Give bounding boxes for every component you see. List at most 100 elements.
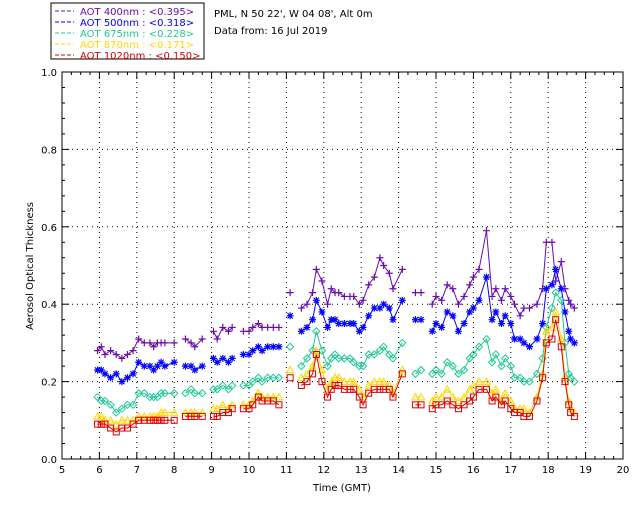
data-point bbox=[510, 373, 519, 382]
data-point bbox=[118, 354, 126, 362]
x-tick-label: 20 bbox=[617, 465, 630, 476]
data-point bbox=[385, 304, 393, 312]
data-point bbox=[224, 358, 232, 366]
data-point bbox=[459, 365, 469, 375]
data-point bbox=[500, 388, 510, 397]
data-point bbox=[297, 381, 305, 389]
data-point bbox=[334, 354, 343, 363]
data-point bbox=[146, 339, 154, 347]
data-point bbox=[117, 415, 127, 424]
data-point bbox=[106, 415, 115, 424]
data-point bbox=[198, 362, 206, 370]
data-point bbox=[239, 351, 247, 359]
data-point bbox=[346, 320, 354, 328]
data-point bbox=[213, 412, 221, 420]
data-point bbox=[516, 335, 524, 343]
data-point bbox=[548, 335, 556, 343]
data-point bbox=[519, 377, 529, 386]
data-point bbox=[153, 411, 162, 420]
series-group bbox=[93, 227, 579, 436]
data-point bbox=[557, 296, 566, 305]
data-point bbox=[340, 377, 349, 385]
data-point bbox=[501, 312, 509, 320]
data-point bbox=[286, 289, 294, 297]
data-point bbox=[355, 393, 363, 401]
data-point bbox=[465, 384, 475, 393]
data-point bbox=[497, 361, 506, 371]
data-point bbox=[459, 392, 469, 401]
data-point bbox=[474, 377, 484, 385]
data-point bbox=[349, 377, 359, 385]
data-point bbox=[123, 351, 131, 359]
data-point bbox=[443, 308, 451, 316]
data-point bbox=[389, 393, 397, 401]
data-point bbox=[123, 400, 132, 410]
data-point bbox=[449, 401, 457, 409]
data-point bbox=[526, 343, 533, 351]
data-point bbox=[448, 392, 458, 401]
data-point bbox=[258, 347, 266, 355]
legend-entry: AOT 675nm : <0.228> bbox=[80, 29, 194, 40]
data-point bbox=[254, 320, 262, 328]
data-point bbox=[428, 405, 436, 413]
data-point bbox=[557, 285, 565, 293]
data-point bbox=[161, 362, 169, 370]
data-point bbox=[438, 323, 446, 331]
data-point bbox=[302, 369, 312, 378]
data-point bbox=[437, 392, 446, 401]
data-point bbox=[107, 374, 115, 382]
data-point bbox=[228, 354, 236, 362]
y-tick-label: 0.6 bbox=[41, 223, 57, 234]
data-point bbox=[181, 389, 190, 398]
data-point bbox=[379, 342, 388, 351]
data-point bbox=[318, 308, 326, 316]
data-point bbox=[388, 354, 398, 363]
data-point bbox=[411, 316, 419, 324]
y-tick-label: 0.8 bbox=[41, 145, 57, 156]
data-point bbox=[355, 361, 364, 371]
data-point bbox=[475, 385, 483, 393]
legend-entry: AOT 400nm : <0.395> bbox=[80, 7, 194, 18]
data-point bbox=[376, 304, 384, 312]
data-point bbox=[317, 365, 327, 374]
data-point bbox=[129, 347, 137, 355]
data-point bbox=[268, 392, 278, 401]
legend-entry: AOT 1020nm : <0.150> bbox=[80, 51, 200, 62]
data-point bbox=[275, 401, 283, 409]
y-tick-label: 0.4 bbox=[41, 300, 57, 311]
data-point bbox=[548, 238, 556, 246]
data-point bbox=[112, 408, 121, 417]
data-point bbox=[475, 265, 483, 273]
data-point bbox=[134, 411, 144, 420]
data-point bbox=[312, 265, 320, 273]
data-point bbox=[275, 343, 283, 351]
x-tick-label: 12 bbox=[317, 465, 330, 476]
data-point bbox=[567, 300, 575, 308]
data-point bbox=[170, 339, 178, 347]
x-tick-label: 11 bbox=[280, 465, 293, 476]
data-point bbox=[335, 320, 343, 328]
data-point bbox=[101, 420, 109, 428]
x-tick-label: 17 bbox=[504, 465, 517, 476]
data-point bbox=[97, 420, 105, 428]
data-point bbox=[146, 416, 154, 424]
data-point bbox=[187, 362, 195, 370]
data-point bbox=[551, 307, 561, 316]
data-point bbox=[191, 412, 199, 420]
data-point bbox=[428, 327, 436, 335]
x-tick-label: 7 bbox=[134, 465, 140, 476]
data-point bbox=[417, 289, 425, 297]
data-point bbox=[112, 428, 120, 436]
data-point bbox=[442, 384, 452, 393]
data-point bbox=[385, 385, 393, 393]
data-point bbox=[364, 380, 374, 389]
data-point bbox=[491, 384, 501, 393]
data-point bbox=[359, 323, 367, 331]
data-point bbox=[570, 377, 579, 386]
data-point bbox=[482, 227, 490, 235]
data-point bbox=[191, 343, 199, 351]
data-point bbox=[469, 273, 477, 281]
data-point bbox=[398, 370, 406, 378]
data-point bbox=[365, 312, 373, 320]
data-point bbox=[224, 409, 232, 417]
